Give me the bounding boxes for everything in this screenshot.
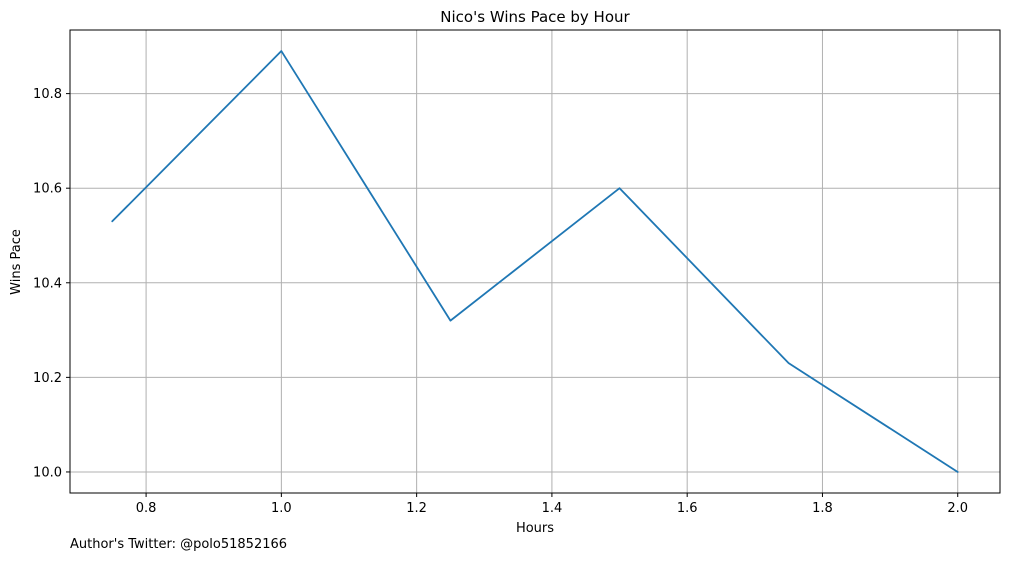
x-tick-label: 1.8 bbox=[812, 501, 833, 516]
axis-ticks: 0.8 1.0 1.2 1.4 1.6 1.8 2.0 10.0 10.2 10.4 10.6 10.… bbox=[33, 87, 968, 516]
y-tick-label: 10.6 bbox=[33, 182, 62, 197]
y-tick-label: 10.4 bbox=[33, 276, 62, 291]
x-tick-label: 1.0 bbox=[271, 501, 292, 516]
y-tick-label: 10.8 bbox=[33, 87, 62, 102]
series-layer bbox=[111, 50, 959, 473]
chart-title: Nico's Wins Pace by Hour bbox=[440, 8, 630, 26]
y-axis-label: Wins Pace bbox=[9, 229, 24, 295]
x-tick-label: 1.4 bbox=[542, 501, 563, 516]
x-tick-label: 0.8 bbox=[136, 501, 157, 516]
x-tick-label: 1.6 bbox=[677, 501, 698, 516]
y-tick-label: 10.0 bbox=[33, 465, 62, 480]
plot-frame bbox=[69, 29, 1001, 494]
x-axis-label: Hours bbox=[516, 521, 554, 536]
x-tick-label: 1.2 bbox=[406, 501, 427, 516]
x-tick-label: 2.0 bbox=[947, 501, 968, 516]
y-tick-label: 10.2 bbox=[33, 371, 62, 386]
series-line bbox=[111, 50, 959, 473]
author-credit: Author's Twitter: @polo51852166 bbox=[70, 537, 288, 552]
grid-lines bbox=[70, 30, 1000, 493]
